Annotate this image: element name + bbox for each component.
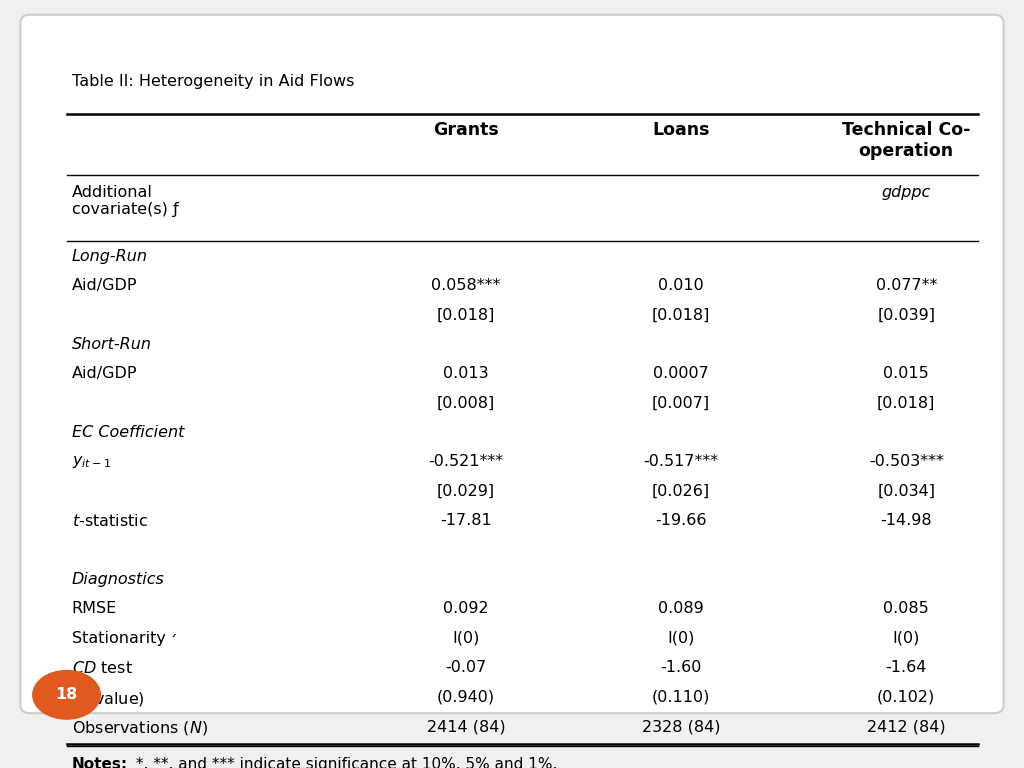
Text: -0.503***: -0.503***: [868, 455, 944, 469]
Text: -1.64: -1.64: [886, 660, 927, 675]
Text: -19.66: -19.66: [655, 513, 707, 528]
Text: -1.60: -1.60: [660, 660, 701, 675]
Text: I(0): I(0): [453, 631, 479, 646]
Text: *, **, and *** indicate significance at 10%, 5% and 1%.: *, **, and *** indicate significance at …: [131, 757, 557, 768]
Text: $CD$ test: $CD$ test: [72, 660, 132, 677]
Text: (0.940): (0.940): [437, 690, 495, 705]
Text: Stationarity ׳: Stationarity ׳: [72, 631, 177, 646]
Text: 0.085: 0.085: [884, 601, 929, 617]
Text: 0.077**: 0.077**: [876, 278, 937, 293]
Text: Additional
covariate(s) ƒ: Additional covariate(s) ƒ: [72, 184, 178, 217]
Text: [0.008]: [0.008]: [437, 396, 495, 411]
Circle shape: [33, 670, 100, 719]
Text: [0.039]: [0.039]: [878, 307, 935, 323]
Text: Notes:: Notes:: [72, 757, 128, 768]
FancyBboxPatch shape: [20, 15, 1004, 713]
Text: 2328 (84): 2328 (84): [642, 719, 720, 734]
Text: -0.521***: -0.521***: [428, 455, 504, 469]
Text: -14.98: -14.98: [881, 513, 932, 528]
Text: Loans: Loans: [652, 121, 710, 139]
Text: 0.0007: 0.0007: [653, 366, 709, 381]
Text: RMSE: RMSE: [72, 601, 117, 617]
Text: Observations ($N$): Observations ($N$): [72, 719, 208, 737]
Text: I(0): I(0): [893, 631, 920, 646]
Text: Grants: Grants: [433, 121, 499, 139]
Text: Technical Co-
operation: Technical Co- operation: [842, 121, 971, 160]
Text: [0.029]: [0.029]: [437, 484, 495, 498]
Text: 2412 (84): 2412 (84): [867, 719, 945, 734]
Text: Aid/GDP: Aid/GDP: [72, 278, 137, 293]
Text: ($p$-value): ($p$-value): [72, 690, 144, 709]
Text: $y_{it-1}$: $y_{it-1}$: [72, 455, 111, 470]
Text: (0.110): (0.110): [651, 690, 711, 705]
Text: [0.026]: [0.026]: [652, 484, 710, 498]
Text: [0.018]: [0.018]: [651, 307, 711, 323]
Text: 0.013: 0.013: [443, 366, 488, 381]
Text: 0.010: 0.010: [658, 278, 703, 293]
Text: Table II: Heterogeneity in Aid Flows: Table II: Heterogeneity in Aid Flows: [72, 74, 354, 88]
Text: [0.018]: [0.018]: [877, 396, 936, 411]
Text: 0.092: 0.092: [443, 601, 488, 617]
Text: -17.81: -17.81: [440, 513, 492, 528]
Text: 0.015: 0.015: [884, 366, 929, 381]
Text: -0.517***: -0.517***: [643, 455, 719, 469]
Text: 0.089: 0.089: [658, 601, 703, 617]
Text: I(0): I(0): [668, 631, 694, 646]
Text: [0.034]: [0.034]: [878, 484, 935, 498]
Text: Short-Run: Short-Run: [72, 336, 152, 352]
Text: (0.102): (0.102): [878, 690, 935, 705]
Text: 0.058***: 0.058***: [431, 278, 501, 293]
Text: -0.07: -0.07: [445, 660, 486, 675]
Text: Aid/GDP: Aid/GDP: [72, 366, 137, 381]
Text: EC Coefficient: EC Coefficient: [72, 425, 184, 440]
Text: 2414 (84): 2414 (84): [427, 719, 505, 734]
Text: Long-Run: Long-Run: [72, 249, 147, 263]
Text: 18: 18: [55, 687, 78, 702]
Text: $t$-statistic: $t$-statistic: [72, 513, 147, 529]
Text: [0.007]: [0.007]: [652, 396, 710, 411]
Text: [0.018]: [0.018]: [436, 307, 496, 323]
Text: Diagnostics: Diagnostics: [72, 572, 165, 587]
Text: gdppc: gdppc: [882, 184, 931, 200]
